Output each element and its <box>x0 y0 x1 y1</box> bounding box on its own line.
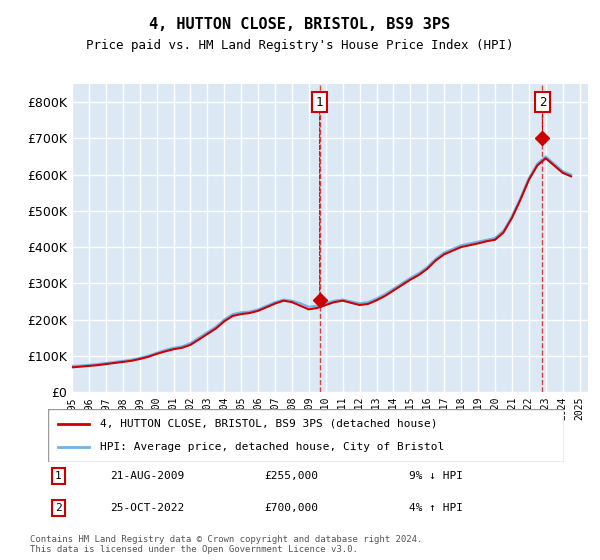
Text: 1: 1 <box>316 96 323 109</box>
Text: Price paid vs. HM Land Registry's House Price Index (HPI): Price paid vs. HM Land Registry's House … <box>86 39 514 52</box>
Text: 25-OCT-2022: 25-OCT-2022 <box>110 503 184 513</box>
Text: 21-AUG-2009: 21-AUG-2009 <box>110 471 184 481</box>
Text: £255,000: £255,000 <box>265 471 319 481</box>
FancyBboxPatch shape <box>48 409 564 462</box>
Text: 4% ↑ HPI: 4% ↑ HPI <box>409 503 463 513</box>
Text: HPI: Average price, detached house, City of Bristol: HPI: Average price, detached house, City… <box>100 442 444 452</box>
Text: 1: 1 <box>55 471 62 481</box>
Text: £700,000: £700,000 <box>265 503 319 513</box>
Text: 2: 2 <box>539 96 546 109</box>
Text: 9% ↓ HPI: 9% ↓ HPI <box>409 471 463 481</box>
Text: 2: 2 <box>55 503 62 513</box>
Text: 4, HUTTON CLOSE, BRISTOL, BS9 3PS: 4, HUTTON CLOSE, BRISTOL, BS9 3PS <box>149 17 451 32</box>
Text: 4, HUTTON CLOSE, BRISTOL, BS9 3PS (detached house): 4, HUTTON CLOSE, BRISTOL, BS9 3PS (detac… <box>100 419 437 429</box>
Text: Contains HM Land Registry data © Crown copyright and database right 2024.
This d: Contains HM Land Registry data © Crown c… <box>30 535 422 554</box>
